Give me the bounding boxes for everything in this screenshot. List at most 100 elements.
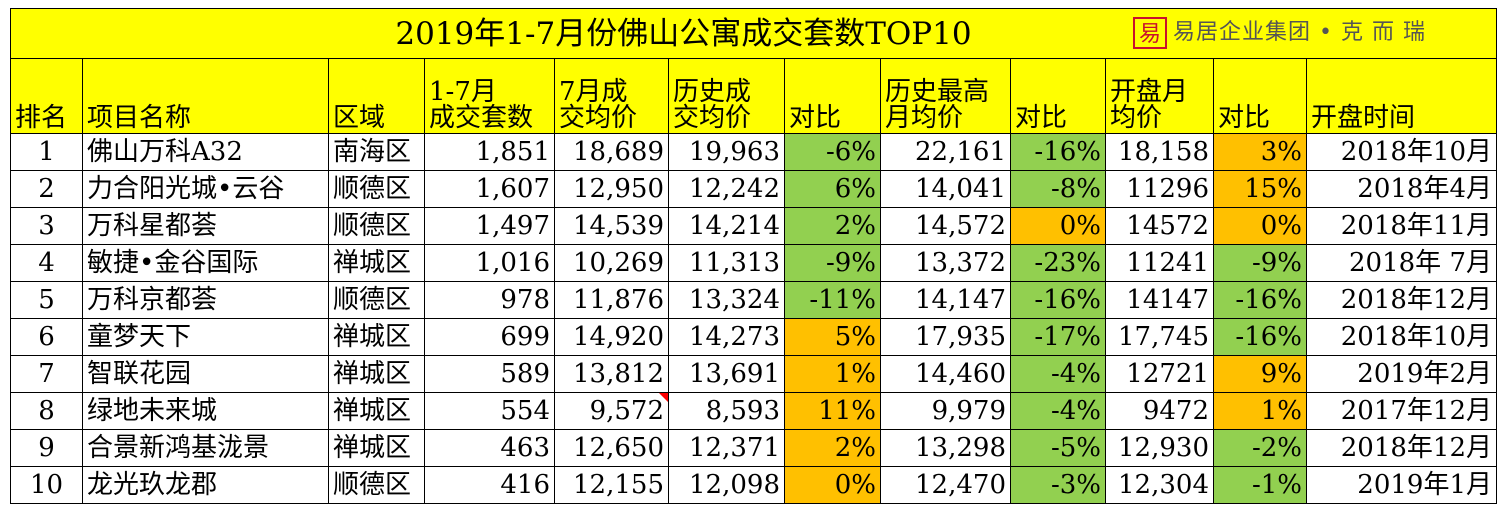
cell-cmp3[interactable]: 0% <box>1213 207 1307 245</box>
cell-hist-max[interactable]: 9,979 <box>880 392 1011 430</box>
cell-cmp2[interactable]: -3% <box>1010 466 1106 504</box>
header-cmp2[interactable]: 对比 <box>1010 58 1106 134</box>
cell-name[interactable]: 合景新鸿基泷景 <box>82 429 329 467</box>
cell-july-price[interactable]: 9,572 <box>554 392 669 430</box>
cell-open-time[interactable]: 2018年12月 <box>1306 429 1497 467</box>
cell-name[interactable]: 智联花园 <box>82 355 329 393</box>
cell-open-time[interactable]: 2018年4月 <box>1306 170 1497 208</box>
cell-hist-price[interactable]: 14,214 <box>668 207 785 245</box>
cell-hist-price[interactable]: 12,098 <box>668 466 785 504</box>
cell-units[interactable]: 978 <box>424 281 555 319</box>
header-units[interactable]: 1-7月 成交套数 <box>424 58 555 134</box>
cell-cmp2[interactable]: -8% <box>1010 170 1106 208</box>
cell-hist-max[interactable]: 17,935 <box>880 318 1011 356</box>
cell-name[interactable]: 童梦天下 <box>82 318 329 356</box>
cell-cmp1[interactable]: -9% <box>784 244 881 282</box>
cell-july-price[interactable]: 13,812 <box>554 355 669 393</box>
cell-cmp2[interactable]: -16% <box>1010 133 1106 171</box>
cell-units[interactable]: 1,497 <box>424 207 555 245</box>
cell-rank[interactable]: 1 <box>10 133 83 171</box>
cell-july-price[interactable]: 12,650 <box>554 429 669 467</box>
cell-units[interactable]: 416 <box>424 466 555 504</box>
cell-cmp2[interactable]: -23% <box>1010 244 1106 282</box>
cell-open-time[interactable]: 2018年12月 <box>1306 281 1497 319</box>
cell-cmp1[interactable]: 5% <box>784 318 881 356</box>
cell-rank[interactable]: 8 <box>10 392 83 430</box>
cell-july-price[interactable]: 14,539 <box>554 207 669 245</box>
cell-hist-max[interactable]: 14,460 <box>880 355 1011 393</box>
cell-july-price[interactable]: 10,269 <box>554 244 669 282</box>
cell-cmp3[interactable]: 15% <box>1213 170 1307 208</box>
cell-cmp1[interactable]: 2% <box>784 429 881 467</box>
cell-cmp3[interactable]: -2% <box>1213 429 1307 467</box>
cell-open-time[interactable]: 2019年2月 <box>1306 355 1497 393</box>
cell-july-price[interactable]: 12,155 <box>554 466 669 504</box>
cell-open-price[interactable]: 12,304 <box>1105 466 1214 504</box>
header-district[interactable]: 区域 <box>328 58 425 134</box>
cell-cmp2[interactable]: -16% <box>1010 281 1106 319</box>
cell-name[interactable]: 万科星都荟 <box>82 207 329 245</box>
cell-rank[interactable]: 6 <box>10 318 83 356</box>
cell-district[interactable]: 南海区 <box>328 133 425 171</box>
cell-cmp3[interactable]: 3% <box>1213 133 1307 171</box>
cell-units[interactable]: 463 <box>424 429 555 467</box>
cell-open-price[interactable]: 18,158 <box>1105 133 1214 171</box>
header-hist-max[interactable]: 历史最高 月均价 <box>880 58 1011 134</box>
cell-cmp1[interactable]: 11% <box>784 392 881 430</box>
cell-open-time[interactable]: 2017年12月 <box>1306 392 1497 430</box>
cell-cmp2[interactable]: -17% <box>1010 318 1106 356</box>
cell-district[interactable]: 禅城区 <box>328 244 425 282</box>
header-hist-price[interactable]: 历史成 交均价 <box>668 58 785 134</box>
cell-name[interactable]: 绿地未来城 <box>82 392 329 430</box>
cell-cmp1[interactable]: 6% <box>784 170 881 208</box>
cell-july-price[interactable]: 12,950 <box>554 170 669 208</box>
cell-district[interactable]: 顺德区 <box>328 170 425 208</box>
cell-cmp3[interactable]: -16% <box>1213 281 1307 319</box>
cell-cmp3[interactable]: -9% <box>1213 244 1307 282</box>
header-cmp1[interactable]: 对比 <box>784 58 881 134</box>
cell-name[interactable]: 佛山万科A32 <box>82 133 329 171</box>
cell-units[interactable]: 1,016 <box>424 244 555 282</box>
cell-july-price[interactable]: 14,920 <box>554 318 669 356</box>
cell-cmp1[interactable]: 0% <box>784 466 881 504</box>
cell-name[interactable]: 龙光玖龙郡 <box>82 466 329 504</box>
cell-open-price[interactable]: 14147 <box>1105 281 1214 319</box>
cell-cmp1[interactable]: 1% <box>784 355 881 393</box>
cell-hist-price[interactable]: 19,963 <box>668 133 785 171</box>
cell-district[interactable]: 顺德区 <box>328 207 425 245</box>
cell-rank[interactable]: 9 <box>10 429 83 467</box>
cell-open-price[interactable]: 12,930 <box>1105 429 1214 467</box>
cell-cmp2[interactable]: -4% <box>1010 392 1106 430</box>
cell-rank[interactable]: 10 <box>10 466 83 504</box>
cell-open-time[interactable]: 2018年 7月 <box>1306 244 1497 282</box>
cell-cmp3[interactable]: 1% <box>1213 392 1307 430</box>
cell-cmp2[interactable]: -5% <box>1010 429 1106 467</box>
cell-district[interactable]: 禅城区 <box>328 318 425 356</box>
cell-open-price[interactable]: 12721 <box>1105 355 1214 393</box>
cell-hist-max[interactable]: 12,470 <box>880 466 1011 504</box>
cell-open-price[interactable]: 9472 <box>1105 392 1214 430</box>
cell-rank[interactable]: 4 <box>10 244 83 282</box>
header-open-time[interactable]: 开盘时间 <box>1306 58 1497 134</box>
cell-rank[interactable]: 2 <box>10 170 83 208</box>
cell-rank[interactable]: 7 <box>10 355 83 393</box>
header-july-price[interactable]: 7月成 交均价 <box>554 58 669 134</box>
cell-units[interactable]: 1,607 <box>424 170 555 208</box>
cell-hist-price[interactable]: 8,593 <box>668 392 785 430</box>
cell-open-price[interactable]: 11296 <box>1105 170 1214 208</box>
cell-name[interactable]: 万科京都荟 <box>82 281 329 319</box>
cell-hist-max[interactable]: 14,147 <box>880 281 1011 319</box>
cell-district[interactable]: 禅城区 <box>328 355 425 393</box>
comment-indicator-icon[interactable] <box>659 393 668 402</box>
cell-hist-price[interactable]: 13,324 <box>668 281 785 319</box>
cell-units[interactable]: 1,851 <box>424 133 555 171</box>
cell-hist-price[interactable]: 12,371 <box>668 429 785 467</box>
cell-hist-max[interactable]: 14,572 <box>880 207 1011 245</box>
cell-cmp1[interactable]: 2% <box>784 207 881 245</box>
cell-cmp3[interactable]: -16% <box>1213 318 1307 356</box>
cell-open-time[interactable]: 2019年1月 <box>1306 466 1497 504</box>
cell-open-price[interactable]: 17,745 <box>1105 318 1214 356</box>
cell-hist-price[interactable]: 11,313 <box>668 244 785 282</box>
cell-open-price[interactable]: 11241 <box>1105 244 1214 282</box>
title-cell[interactable]: 2019年1-7月份佛山公寓成交套数TOP10 易 易居企业集团 • 克 而 瑞 <box>10 8 1497 59</box>
